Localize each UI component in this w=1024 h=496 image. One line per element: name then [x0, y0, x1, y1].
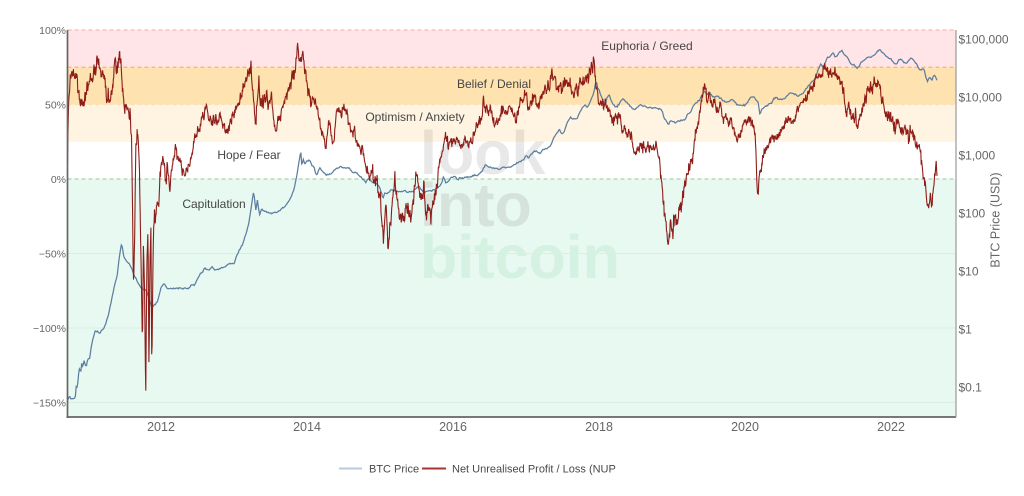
svg-text:BTC Price: BTC Price — [369, 464, 419, 476]
svg-text:$10: $10 — [959, 264, 979, 278]
svg-text:100%: 100% — [39, 25, 66, 37]
svg-text:Net Unrealised Profit / Loss (: Net Unrealised Profit / Loss (NUP — [452, 464, 616, 476]
svg-text:2016: 2016 — [439, 420, 467, 434]
svg-text:−100%: −100% — [33, 323, 66, 335]
svg-text:$100,000: $100,000 — [959, 32, 1009, 46]
svg-text:Belief / Denial: Belief / Denial — [457, 77, 531, 91]
svg-text:2020: 2020 — [731, 420, 759, 434]
svg-text:50%: 50% — [45, 99, 66, 111]
svg-text:$0.1: $0.1 — [959, 380, 983, 394]
svg-text:2014: 2014 — [293, 420, 321, 434]
svg-text:look: look — [420, 119, 545, 187]
svg-text:Hope / Fear: Hope / Fear — [217, 148, 280, 162]
svg-text:$10,000: $10,000 — [959, 90, 1003, 104]
svg-text:$1,000: $1,000 — [959, 148, 996, 162]
svg-text:BTC Price (USD): BTC Price (USD) — [989, 172, 1003, 267]
svg-text:$100: $100 — [959, 206, 986, 220]
svg-text:−150%: −150% — [33, 397, 66, 409]
svg-text:Optimism / Anxiety: Optimism / Anxiety — [365, 110, 464, 124]
svg-text:Capitulation: Capitulation — [182, 197, 245, 211]
svg-text:2018: 2018 — [585, 420, 613, 434]
svg-text:Euphoria / Greed: Euphoria / Greed — [601, 39, 692, 53]
svg-text:2022: 2022 — [877, 420, 905, 434]
svg-text:0%: 0% — [51, 174, 66, 186]
svg-text:−50%: −50% — [39, 248, 66, 260]
svg-text:into: into — [420, 171, 532, 239]
svg-text:2012: 2012 — [147, 420, 175, 434]
svg-text:bitcoin: bitcoin — [420, 223, 620, 291]
svg-text:$1: $1 — [959, 322, 973, 336]
